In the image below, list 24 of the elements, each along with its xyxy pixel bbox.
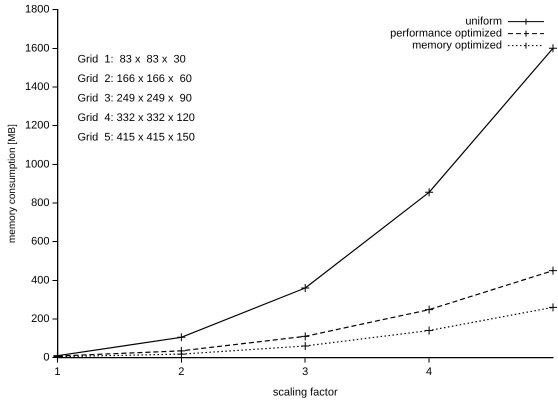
- y-tick-label: 1200: [24, 120, 50, 132]
- y-tick-label: 800: [31, 196, 50, 209]
- annotation: Grid 2: 166 x 166 x 60: [77, 73, 192, 86]
- annotation: Grid 5: 415 x 415 x 150: [77, 132, 195, 144]
- x-tick-label: 3: [302, 366, 308, 378]
- annotation: Grid 1: 83 x 83 x 30: [77, 54, 186, 66]
- x-tick-label: 2: [178, 366, 184, 378]
- y-tick-label: 0: [43, 352, 50, 364]
- y-axis-title: memory consumption [MB]: [6, 124, 18, 244]
- x-axis-title: scaling factor: [272, 386, 338, 398]
- x-tick-label: 1: [54, 366, 61, 378]
- y-tick-label: 200: [31, 312, 50, 325]
- y-tick-label: 400: [31, 274, 50, 286]
- y-tick-label: 1400: [24, 80, 50, 93]
- legend-label: performance optimized: [390, 28, 502, 40]
- y-tick-label: 600: [31, 236, 50, 248]
- legend-label: uniform: [465, 16, 502, 28]
- y-tick-label: 1600: [24, 42, 50, 54]
- legend-label: memory optimized: [412, 40, 502, 52]
- x-tick-label: 4: [426, 366, 432, 378]
- y-tick-label: 1000: [24, 158, 50, 170]
- annotation: Grid 4: 332 x 332 x 120: [77, 112, 195, 124]
- y-tick-label: 1800: [24, 4, 50, 16]
- annotation: Grid 3: 249 x 249 x 90: [77, 92, 192, 105]
